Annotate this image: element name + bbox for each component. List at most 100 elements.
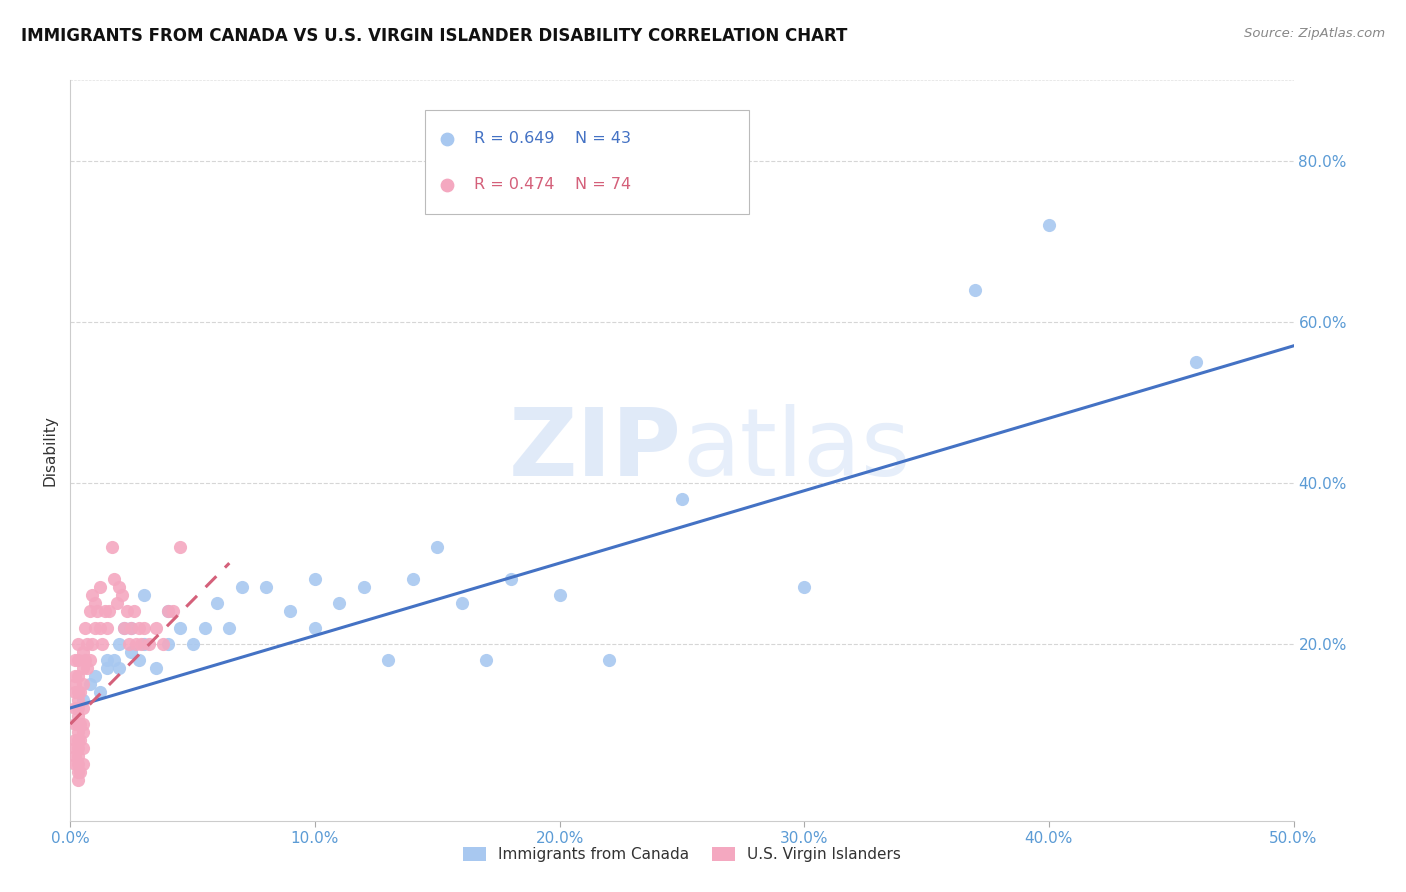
Point [598, 653, 620, 667]
Point [79, 604, 101, 618]
Point [157, 604, 180, 618]
Point [112, 620, 135, 634]
Point [548, 588, 571, 602]
Point [89, 685, 111, 699]
Point [402, 572, 425, 586]
Point [280, 604, 302, 618]
Point [66, 669, 89, 683]
FancyBboxPatch shape [425, 110, 749, 213]
Point [475, 653, 498, 667]
Point [72, 693, 94, 707]
Point [671, 491, 693, 506]
Text: Source: ZipAtlas.com: Source: ZipAtlas.com [1244, 27, 1385, 40]
Point [169, 620, 191, 634]
Point [63, 653, 86, 667]
Point [63, 701, 86, 715]
Point [103, 572, 125, 586]
Point [426, 540, 449, 554]
Point [793, 580, 815, 594]
Point [63, 717, 86, 731]
Point [98, 604, 121, 618]
Point [128, 620, 150, 634]
Point [121, 620, 143, 634]
Point [66, 637, 89, 651]
Point [205, 596, 228, 610]
Point [66, 733, 89, 747]
Point [96, 620, 118, 634]
Point [72, 741, 94, 756]
Point [72, 757, 94, 772]
Point [89, 580, 111, 594]
Point [122, 604, 145, 618]
Point [157, 637, 180, 651]
Point [111, 588, 134, 602]
Point [63, 669, 86, 683]
Point [218, 620, 240, 634]
Point [813, 106, 835, 120]
Point [96, 661, 118, 675]
Point [82, 637, 104, 651]
Point [63, 733, 86, 747]
Point [169, 540, 191, 554]
Text: R = 0.474    N = 74: R = 0.474 N = 74 [474, 177, 631, 192]
Point [813, 56, 835, 70]
Point [66, 693, 89, 707]
Point [103, 653, 125, 667]
Point [73, 620, 96, 634]
Point [157, 604, 180, 618]
Point [69, 733, 91, 747]
Legend: Immigrants from Canada, U.S. Virgin Islanders: Immigrants from Canada, U.S. Virgin Isla… [457, 841, 907, 869]
Point [63, 749, 86, 764]
Point [304, 572, 326, 586]
Point [105, 596, 128, 610]
Point [328, 596, 350, 610]
Point [112, 620, 135, 634]
Point [152, 637, 174, 651]
Text: IMMIGRANTS FROM CANADA VS U.S. VIRGIN ISLANDER DISABILITY CORRELATION CHART: IMMIGRANTS FROM CANADA VS U.S. VIRGIN IS… [21, 27, 848, 45]
Point [108, 637, 131, 651]
Point [231, 580, 253, 594]
Point [66, 765, 89, 780]
Point [76, 661, 98, 675]
Point [108, 580, 131, 594]
Point [66, 773, 89, 788]
Point [66, 653, 89, 667]
Point [162, 604, 184, 618]
Point [63, 757, 86, 772]
Point [79, 653, 101, 667]
Point [72, 677, 94, 691]
Point [108, 661, 131, 675]
Point [132, 620, 155, 634]
Y-axis label: Disability: Disability [42, 415, 58, 486]
Point [101, 540, 124, 554]
Point [66, 725, 89, 739]
Point [96, 653, 118, 667]
Point [72, 717, 94, 731]
Point [450, 596, 472, 610]
Point [121, 620, 143, 634]
Point [353, 580, 375, 594]
Point [254, 580, 277, 594]
Point [66, 741, 89, 756]
Point [128, 653, 150, 667]
Point [86, 604, 108, 618]
Point [69, 685, 91, 699]
Point [69, 765, 91, 780]
Point [72, 645, 94, 659]
Point [66, 709, 89, 723]
Point [76, 637, 98, 651]
Point [63, 685, 86, 699]
Text: atlas: atlas [682, 404, 910, 497]
Point [1038, 218, 1060, 232]
Point [118, 637, 141, 651]
Point [115, 604, 138, 618]
Point [132, 637, 155, 651]
Point [304, 620, 326, 634]
Point [83, 669, 105, 683]
Point [66, 749, 89, 764]
Point [125, 637, 148, 651]
Point [72, 661, 94, 675]
Point [138, 637, 160, 651]
Point [83, 596, 105, 610]
Point [83, 620, 105, 634]
